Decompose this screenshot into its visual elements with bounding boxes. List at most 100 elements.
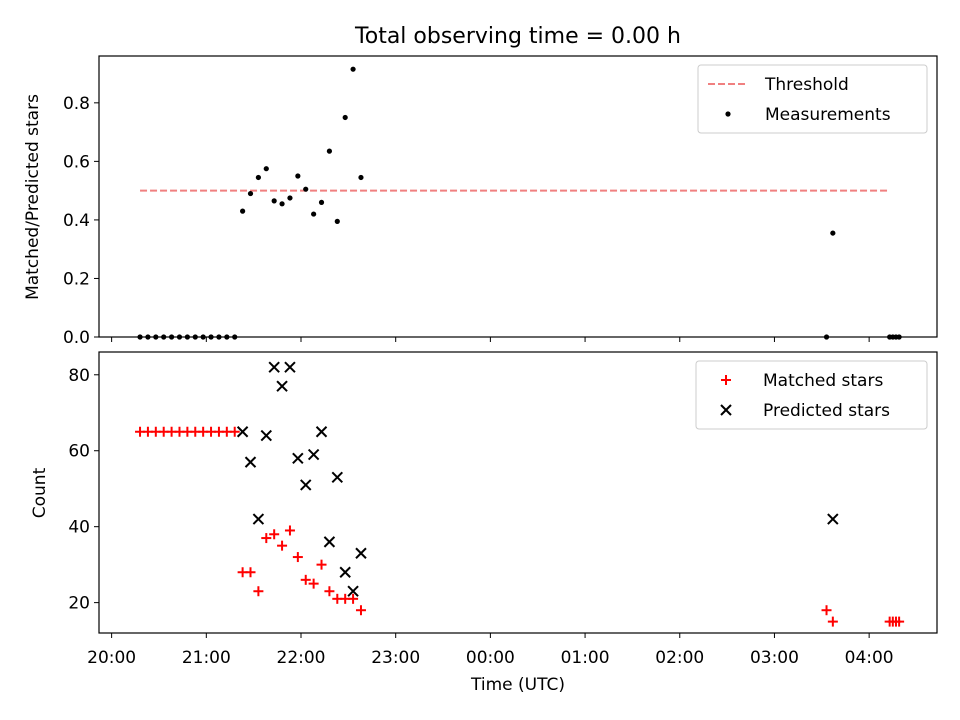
count-x-tick-label: 23:00 [371,648,420,668]
predicted-star-point [355,547,367,559]
predicted-star-stroke [268,361,280,373]
predicted-star-point [292,452,304,465]
count-legend-box [695,360,928,430]
predicted-star-point [331,471,344,484]
count-x-tick-label: 04:00 [845,648,894,668]
legend-measurements-label: Measurements [765,105,891,125]
count-x-axis: 20:00 21:00 22:00 23:00 00:00 01:00 02:00 03:00… [87,633,894,668]
ratio-x-ticks [111,337,870,342]
measurement-point [279,201,285,207]
matched-star-point [324,586,335,597]
matched-star-point [308,578,319,589]
measurement-point [255,174,261,181]
predicted-star-stroke [315,426,328,438]
predicted-star-point [284,361,296,373]
count-x-tick-label: 00:00 [466,648,515,668]
ratio-y-tick-label: 0.6 [63,152,90,172]
predicted-star-point [315,426,328,438]
ratio-y-tick-label: 0.4 [63,211,90,231]
measurement-point [295,173,301,179]
predicted-star-stroke [260,429,272,442]
measurement-point [263,166,269,172]
measurement-point [287,195,293,201]
ratio-panel: 0.00.20.40.60.8 Matched/Predicted stars … [23,55,938,348]
count-x-tick-label: 20:00 [87,648,136,668]
predicted-star-stroke [347,585,359,597]
measurement-point [830,230,836,236]
matched-star-point [300,574,311,585]
count-x-tick-label: 02:00 [655,648,704,668]
ratio-y-tick-label: 0.8 [63,94,90,114]
predicted-star-point [260,429,272,442]
legend-matched-swatch [721,375,731,385]
predicted-star-stroke [307,448,320,461]
count-axes-frame [98,351,938,634]
predicted-star-stroke [236,426,249,438]
matched-star-point [348,593,359,604]
matched-star-point [316,559,327,570]
matched-star-point [245,567,256,578]
predicted-star-point [347,585,359,597]
count-x-tick-label: 01:00 [561,648,610,668]
predicted-star-point [252,513,265,525]
count-plot-area [135,361,905,627]
count-y-label: Count [30,467,50,518]
ratio-legend-box [697,64,928,134]
matched-star-point [827,616,838,627]
matched-star-point [292,552,303,563]
predicted-star-point [244,456,257,468]
predicted-star-point [827,513,839,525]
count-y-axis: 20 40 60 80 [68,366,99,614]
matched-star-point [355,605,366,616]
legend-threshold-label: Threshold [764,75,849,95]
ratio-y-label: Matched/Predicted stars [23,94,43,300]
matched-star-point [894,616,905,627]
predicted-star-stroke [355,547,367,559]
predicted-star-point [276,380,288,392]
measurement-point [271,198,277,204]
count-panel: 20 40 60 80 20:00 21:00 22:00 23:00 00:00 01:00 0… [30,351,938,695]
measurement-point [342,114,348,121]
predicted-star-stroke [339,566,351,578]
predicted-star-stroke [827,513,839,525]
matched-star-point [261,533,272,544]
ratio-y-tick-label: 0.0 [63,328,90,348]
predicted-star-point [236,426,249,438]
predicted-star-point [323,536,336,548]
measurement-point [247,190,254,197]
matched-star-point [821,605,832,616]
count-y-tick-label: 40 [68,518,90,538]
predicted-star-point [339,566,351,578]
predicted-star-stroke [244,456,257,468]
count-legend: Matched stars Predicted stars [695,360,928,430]
predicted-star-stroke [252,513,265,525]
predicted-star-stroke [292,452,304,465]
measurement-point [303,186,309,192]
legend-measurements-swatch [725,111,731,117]
predicted-star-stroke [284,361,296,373]
measurement-point [311,211,317,217]
legend-matched-label: Matched stars [763,371,883,391]
predicted-star-point [268,361,280,373]
measurement-point [326,148,333,154]
matched-star-point [284,525,295,536]
measurement-point [318,199,325,205]
ratio-y-axis: 0.0 0.2 0.4 0.6 0.8 [63,94,99,348]
figure-title: Total observing time = 0.00 h [354,24,681,49]
legend-predicted-label: Predicted stars [763,401,890,421]
count-x-tick-label: 21:00 [182,648,231,668]
measurement-point [358,174,364,181]
legend-predicted-swatch [720,404,732,416]
ratio-y-tick-label: 0.2 [63,269,90,289]
measurement-point [334,218,340,224]
ratio-axes-frame [98,55,938,338]
predicted-star-point [307,448,320,461]
count-x-tick-label: 22:00 [277,648,326,668]
ratio-legend: Threshold Measurements [697,64,928,134]
predicted-star-stroke [331,471,344,484]
count-y-tick-label: 60 [68,442,90,462]
count-x-tick-label: 03:00 [750,648,799,668]
matched-star-point [277,540,288,551]
predicted-star-stroke [300,479,312,491]
